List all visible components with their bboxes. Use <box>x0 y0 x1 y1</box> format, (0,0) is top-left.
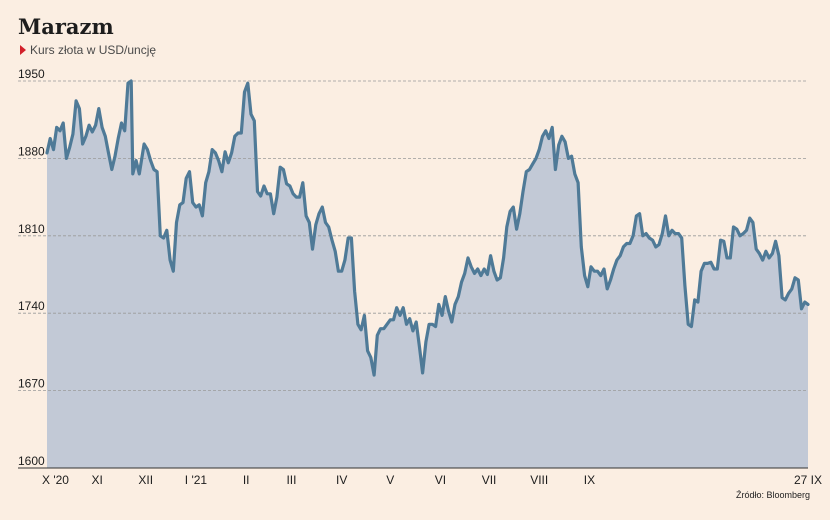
y-tick-label-1880: 1880 <box>18 144 45 158</box>
subtitle-text: Kurs złota w USD/uncję <box>30 43 157 57</box>
y-tick-label-1670: 1670 <box>18 377 45 391</box>
triangle-marker-icon <box>20 45 26 55</box>
x-tick-label-1: XI <box>92 473 103 487</box>
x-tick-label-8: VI <box>435 473 446 487</box>
x-tick-label-4: II <box>243 473 250 487</box>
x-tick-label-9: VII <box>482 473 497 487</box>
y-tick-label-1600: 1600 <box>18 454 45 468</box>
y-tick-label-1810: 1810 <box>18 222 45 236</box>
y-tick-label-1950: 1950 <box>18 67 45 81</box>
x-tick-label-3: I '21 <box>185 473 208 487</box>
x-tick-label-7: V <box>386 473 394 487</box>
chart-subtitle: Kurs złota w USD/uncję <box>20 43 156 57</box>
chart-title: Marazm <box>18 14 114 39</box>
x-tick-label-12: 27 IX <box>794 473 822 487</box>
price-line <box>45 79 810 377</box>
source-note: Źródło: Bloomberg <box>735 490 810 500</box>
x-tick-label-6: IV <box>336 473 347 487</box>
x-tick-label-5: III <box>286 473 296 487</box>
x-tick-label-0: X '20 <box>42 473 69 487</box>
y-tick-label-1740: 1740 <box>18 299 45 313</box>
price-area <box>47 81 808 468</box>
x-tick-label-2: XII <box>138 473 153 487</box>
x-tick-label-10: VIII <box>530 473 548 487</box>
x-tick-label-11: IX <box>584 473 595 487</box>
